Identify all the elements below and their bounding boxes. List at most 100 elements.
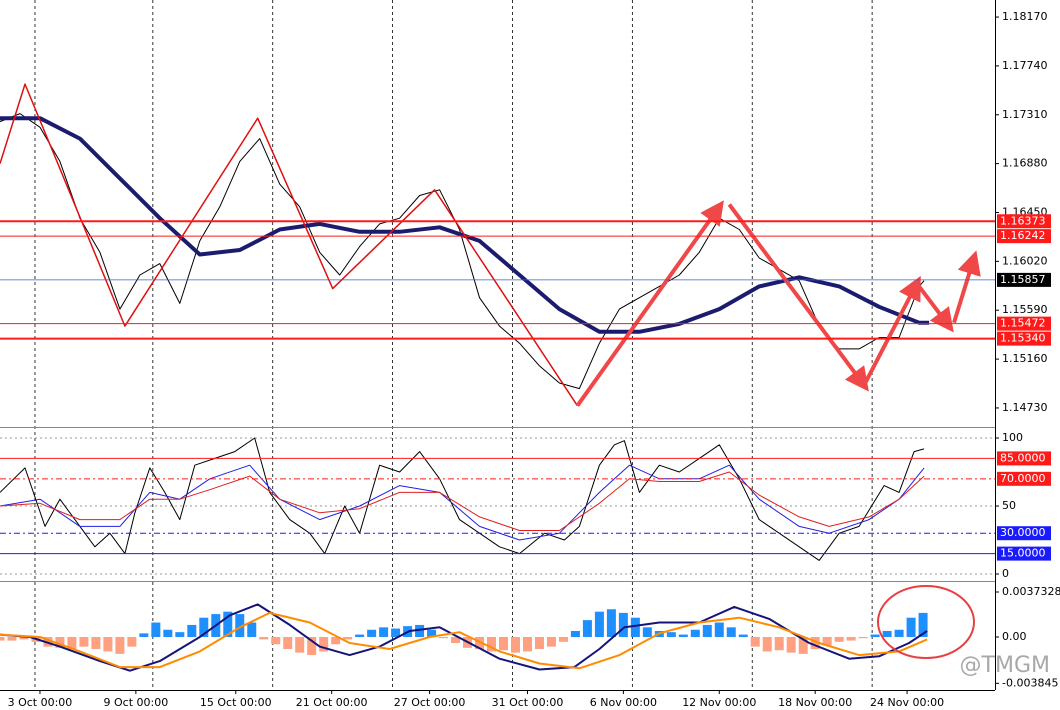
histogram-bar	[427, 629, 437, 637]
y-tick-label: 0.00	[1002, 630, 1027, 643]
x-tick-label: 24 Nov 00:00	[870, 696, 944, 709]
x-tick-label: 31 Oct 00:00	[492, 696, 564, 709]
histogram-bar	[79, 636, 89, 647]
arrow	[917, 285, 954, 333]
level-box	[997, 272, 1051, 287]
histogram-bar	[546, 636, 556, 647]
y-tick-label: 0.0037328	[1002, 585, 1060, 598]
histogram-bar	[726, 627, 736, 637]
y-tick-label: 1.18170	[1002, 10, 1048, 23]
histogram-bar	[151, 622, 161, 637]
x-tick-label: 15 Oct 00:00	[200, 696, 272, 709]
histogram-bar	[199, 617, 209, 637]
histogram-bar	[846, 636, 856, 641]
histogram-bar	[487, 636, 497, 652]
histogram-bar	[714, 622, 724, 637]
histogram-bar	[834, 636, 844, 642]
histogram-bar	[307, 636, 317, 656]
series-line	[0, 437, 925, 561]
highlight-circle	[877, 585, 975, 659]
histogram-bar	[882, 630, 892, 637]
histogram-bar	[582, 620, 592, 637]
x-tick-label: 6 Nov 00:00	[590, 696, 657, 709]
level-box	[997, 214, 1051, 229]
histogram-bar	[702, 624, 712, 637]
histogram-bar	[630, 617, 640, 637]
histogram-bar	[678, 634, 688, 637]
level-label: 1.16373	[1000, 214, 1046, 227]
x-tick-label: 12 Nov 00:00	[682, 696, 756, 709]
histogram-bar	[570, 630, 580, 637]
histogram-bar	[498, 636, 508, 651]
histogram-bar	[750, 636, 760, 647]
histogram-bar	[558, 636, 568, 642]
plot-layer	[0, 0, 995, 690]
histogram-bar	[19, 636, 29, 640]
histogram-bar	[295, 636, 305, 653]
histogram-bar	[163, 629, 173, 637]
histogram-bar	[894, 629, 904, 637]
y-tick-label: 1.15590	[1002, 303, 1048, 316]
x-tick-label: 18 Nov 00:00	[778, 696, 852, 709]
level-box	[997, 316, 1051, 331]
histogram-bar	[510, 636, 520, 653]
histogram-bar	[415, 624, 425, 637]
y-tick-label: 1.16020	[1002, 254, 1048, 267]
histogram-bar	[0, 636, 5, 641]
histogram-bar	[7, 636, 17, 641]
level-box	[997, 229, 1051, 244]
histogram-bar	[642, 627, 652, 637]
histogram-bar	[774, 636, 784, 651]
level-label: 30.0000	[1000, 526, 1046, 539]
histogram-bar	[55, 636, 65, 648]
histogram-bar	[115, 636, 125, 654]
histogram-bar	[223, 611, 233, 637]
histogram-bar	[666, 632, 676, 637]
level-label: 1.15340	[1000, 332, 1046, 345]
histogram-bar	[439, 636, 449, 639]
watermark: @TMGM	[960, 653, 1050, 678]
histogram-bar	[139, 633, 149, 637]
histogram-bar	[67, 636, 77, 650]
histogram-bar	[858, 636, 868, 639]
histogram-bar	[379, 627, 389, 637]
histogram-bar	[367, 629, 377, 637]
histogram-bar	[762, 636, 772, 652]
histogram-bar	[534, 636, 544, 650]
x-tick-label: 21 Oct 00:00	[296, 696, 368, 709]
histogram-bar	[810, 636, 820, 650]
histogram-bar	[606, 609, 616, 637]
y-tick-label: 50	[1002, 499, 1016, 512]
y-tick-label: -0.003845	[1002, 676, 1058, 689]
histogram-bar	[175, 632, 185, 637]
arrow	[862, 275, 921, 387]
histogram-bar	[235, 614, 245, 637]
y-tick-label: 1.14730	[1002, 401, 1048, 414]
arrow	[575, 200, 724, 407]
histogram-bar	[247, 622, 257, 637]
y-tick-label: 1.17310	[1002, 108, 1048, 121]
histogram-bar	[786, 636, 796, 653]
y-tick-label: 0	[1002, 567, 1009, 580]
level-label: 15.0000	[1000, 547, 1046, 560]
histogram-bar	[522, 636, 532, 652]
level-box	[997, 331, 1051, 346]
histogram-bar	[187, 624, 197, 637]
y-tick-label: 1.15160	[1002, 352, 1048, 365]
histogram-bar	[690, 629, 700, 637]
histogram-bar	[906, 617, 916, 637]
histogram-bar	[343, 636, 353, 640]
series-line	[0, 464, 925, 541]
histogram-bar	[103, 636, 113, 652]
level-label: 70.0000	[1000, 472, 1046, 485]
histogram-bar	[822, 636, 832, 646]
x-tick-label: 27 Oct 00:00	[394, 696, 466, 709]
histogram-bar	[451, 636, 461, 644]
level-box	[997, 546, 1051, 561]
level-box	[997, 471, 1051, 486]
histogram-bar	[618, 612, 628, 637]
y-tick-label: 100	[1002, 431, 1023, 444]
histogram-bar	[91, 636, 101, 650]
level-label: 1.15472	[1000, 317, 1046, 330]
